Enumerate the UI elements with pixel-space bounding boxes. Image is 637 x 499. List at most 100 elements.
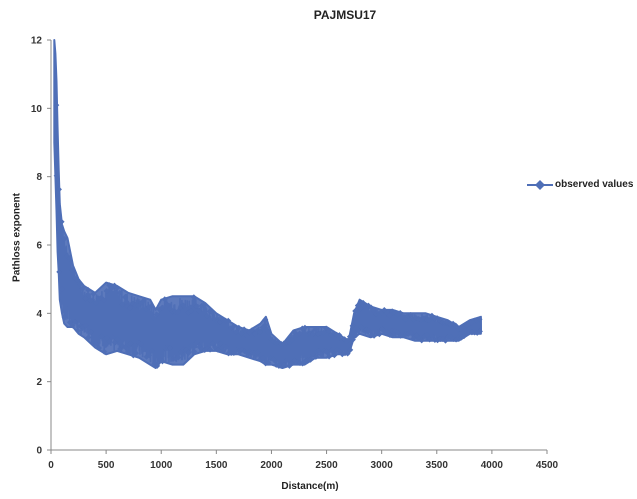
series-observed-values-marker bbox=[235, 324, 242, 331]
series-observed-values-marker bbox=[101, 348, 108, 355]
series-observed-values-marker bbox=[264, 328, 271, 335]
series-observed-values-marker bbox=[64, 306, 71, 313]
series-observed-values-marker bbox=[82, 322, 89, 329]
series-observed-values-marker bbox=[230, 323, 237, 330]
x-tick-label: 3000 bbox=[371, 460, 394, 471]
series-observed-values-marker bbox=[100, 297, 107, 304]
series-observed-values-marker bbox=[193, 303, 200, 310]
series-observed-values-marker bbox=[87, 297, 94, 304]
series-observed-values-marker bbox=[174, 308, 181, 315]
series-observed-values-marker bbox=[190, 294, 197, 301]
series-observed-values-marker bbox=[196, 308, 203, 315]
series-observed-values-marker bbox=[336, 332, 343, 339]
series-observed-values-marker bbox=[254, 349, 261, 356]
series-observed-values-marker bbox=[132, 350, 139, 357]
series-observed-values-marker bbox=[161, 296, 168, 303]
series-observed-values-marker bbox=[69, 267, 76, 274]
series-observed-values-marker bbox=[53, 102, 60, 109]
y-tick-label: 12 bbox=[31, 36, 43, 47]
series-observed-values-marker bbox=[312, 353, 319, 360]
series-observed-values-marker bbox=[312, 326, 319, 333]
series-observed-values-marker bbox=[74, 327, 81, 334]
series-observed-values-marker bbox=[93, 340, 100, 347]
series-observed-values-marker bbox=[452, 322, 459, 329]
series-observed-values-marker bbox=[249, 327, 256, 334]
series-observed-values-marker bbox=[55, 186, 62, 193]
series-observed-values-marker bbox=[426, 317, 433, 324]
series-observed-values-marker bbox=[127, 304, 134, 311]
series-observed-values-marker bbox=[188, 308, 195, 315]
series-observed-values-marker bbox=[114, 336, 121, 343]
series-observed-values-marker bbox=[58, 285, 65, 292]
series-observed-values-marker bbox=[66, 255, 73, 262]
series-observed-values-marker bbox=[148, 303, 155, 310]
series-observed-values-marker bbox=[408, 330, 415, 337]
series-observed-values-marker bbox=[328, 347, 335, 354]
series-observed-values-marker bbox=[344, 350, 351, 357]
series-observed-values-marker bbox=[318, 351, 325, 358]
x-tick-label: 4000 bbox=[481, 460, 504, 471]
series-observed-values-marker bbox=[262, 316, 269, 323]
series-observed-values-marker bbox=[259, 355, 266, 362]
series-observed-values-marker bbox=[270, 356, 277, 363]
series-observed-values-marker bbox=[301, 324, 308, 331]
series-observed-values-marker bbox=[58, 218, 65, 225]
series-observed-values-marker bbox=[119, 301, 126, 308]
legend-swatch bbox=[527, 180, 553, 190]
series-observed-values-marker bbox=[88, 329, 95, 336]
series-observed-values-marker bbox=[331, 352, 338, 359]
series-observed-values-marker bbox=[146, 352, 153, 359]
series-observed-values-marker bbox=[116, 289, 123, 296]
series-observed-values-marker bbox=[370, 307, 377, 314]
x-tick-label: 1000 bbox=[150, 460, 173, 471]
series-observed-values-marker bbox=[288, 336, 295, 343]
series-observed-values-marker bbox=[140, 297, 147, 304]
y-tick-label: 10 bbox=[31, 104, 43, 115]
series-observed-values-marker bbox=[418, 337, 425, 344]
series-observed-values-marker bbox=[153, 311, 160, 318]
y-tick-label: 6 bbox=[36, 241, 42, 252]
series-observed-values-marker bbox=[209, 340, 216, 347]
series-observed-values-marker bbox=[140, 346, 147, 353]
x-tick-label: 4500 bbox=[536, 460, 559, 471]
series-observed-values-marker bbox=[376, 331, 383, 338]
series-observed-values-marker bbox=[154, 362, 161, 369]
series-observed-values-marker bbox=[386, 331, 393, 338]
series-observed-values-marker bbox=[281, 361, 288, 368]
series-observed-values-marker bbox=[357, 305, 364, 312]
series-observed-values-marker bbox=[265, 359, 272, 366]
series-observed-values-marker bbox=[103, 335, 110, 342]
series-observed-values-marker bbox=[82, 295, 89, 302]
series-observed-values-marker bbox=[402, 316, 409, 323]
series-observed-values-marker bbox=[442, 337, 449, 344]
series-observed-values-marker bbox=[323, 348, 330, 355]
series-observed-values-marker bbox=[74, 277, 81, 284]
series-observed-values-marker bbox=[344, 337, 351, 344]
series-observed-values-marker bbox=[151, 315, 158, 322]
series-observed-values-marker bbox=[148, 347, 155, 354]
series-observed-values-marker bbox=[90, 290, 97, 297]
series-observed-values-marker bbox=[185, 349, 192, 356]
series-observed-values-marker bbox=[191, 348, 198, 355]
series-observed-values-marker bbox=[476, 316, 483, 323]
series-observed-values-marker bbox=[225, 317, 232, 324]
series-observed-values-marker bbox=[209, 309, 216, 316]
y-tick-label: 8 bbox=[36, 172, 42, 183]
y-axis-label: Pathloss exponent bbox=[11, 193, 23, 282]
series-observed-values-marker bbox=[56, 268, 63, 275]
series-observed-values-marker bbox=[72, 318, 79, 325]
x-tick-label: 2500 bbox=[315, 460, 338, 471]
series-observed-values-marker bbox=[207, 346, 214, 353]
series-observed-values-marker bbox=[238, 330, 245, 337]
series-observed-values-marker bbox=[103, 287, 110, 294]
series-observed-values-marker bbox=[217, 340, 224, 347]
series-observed-values-marker bbox=[365, 327, 372, 334]
series-observed-values-marker bbox=[122, 344, 129, 351]
series-observed-values-marker bbox=[204, 313, 211, 320]
series-observed-values-marker bbox=[325, 327, 332, 334]
series-observed-values-marker bbox=[122, 294, 129, 301]
series-observed-values-marker bbox=[309, 331, 316, 338]
series-observed-values-marker bbox=[159, 304, 166, 311]
y-tick-label: 0 bbox=[36, 446, 42, 457]
